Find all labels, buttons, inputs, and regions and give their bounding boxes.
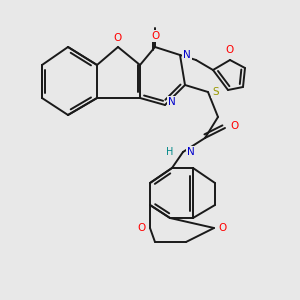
Text: O: O: [138, 223, 146, 233]
Text: S: S: [212, 87, 219, 97]
Text: O: O: [230, 121, 238, 131]
Text: O: O: [226, 45, 234, 55]
Text: H: H: [166, 147, 173, 157]
Text: O: O: [114, 33, 122, 43]
Text: N: N: [183, 50, 191, 60]
Text: N: N: [187, 147, 195, 157]
Text: N: N: [168, 97, 176, 107]
Text: O: O: [218, 223, 226, 233]
Text: O: O: [151, 31, 159, 41]
